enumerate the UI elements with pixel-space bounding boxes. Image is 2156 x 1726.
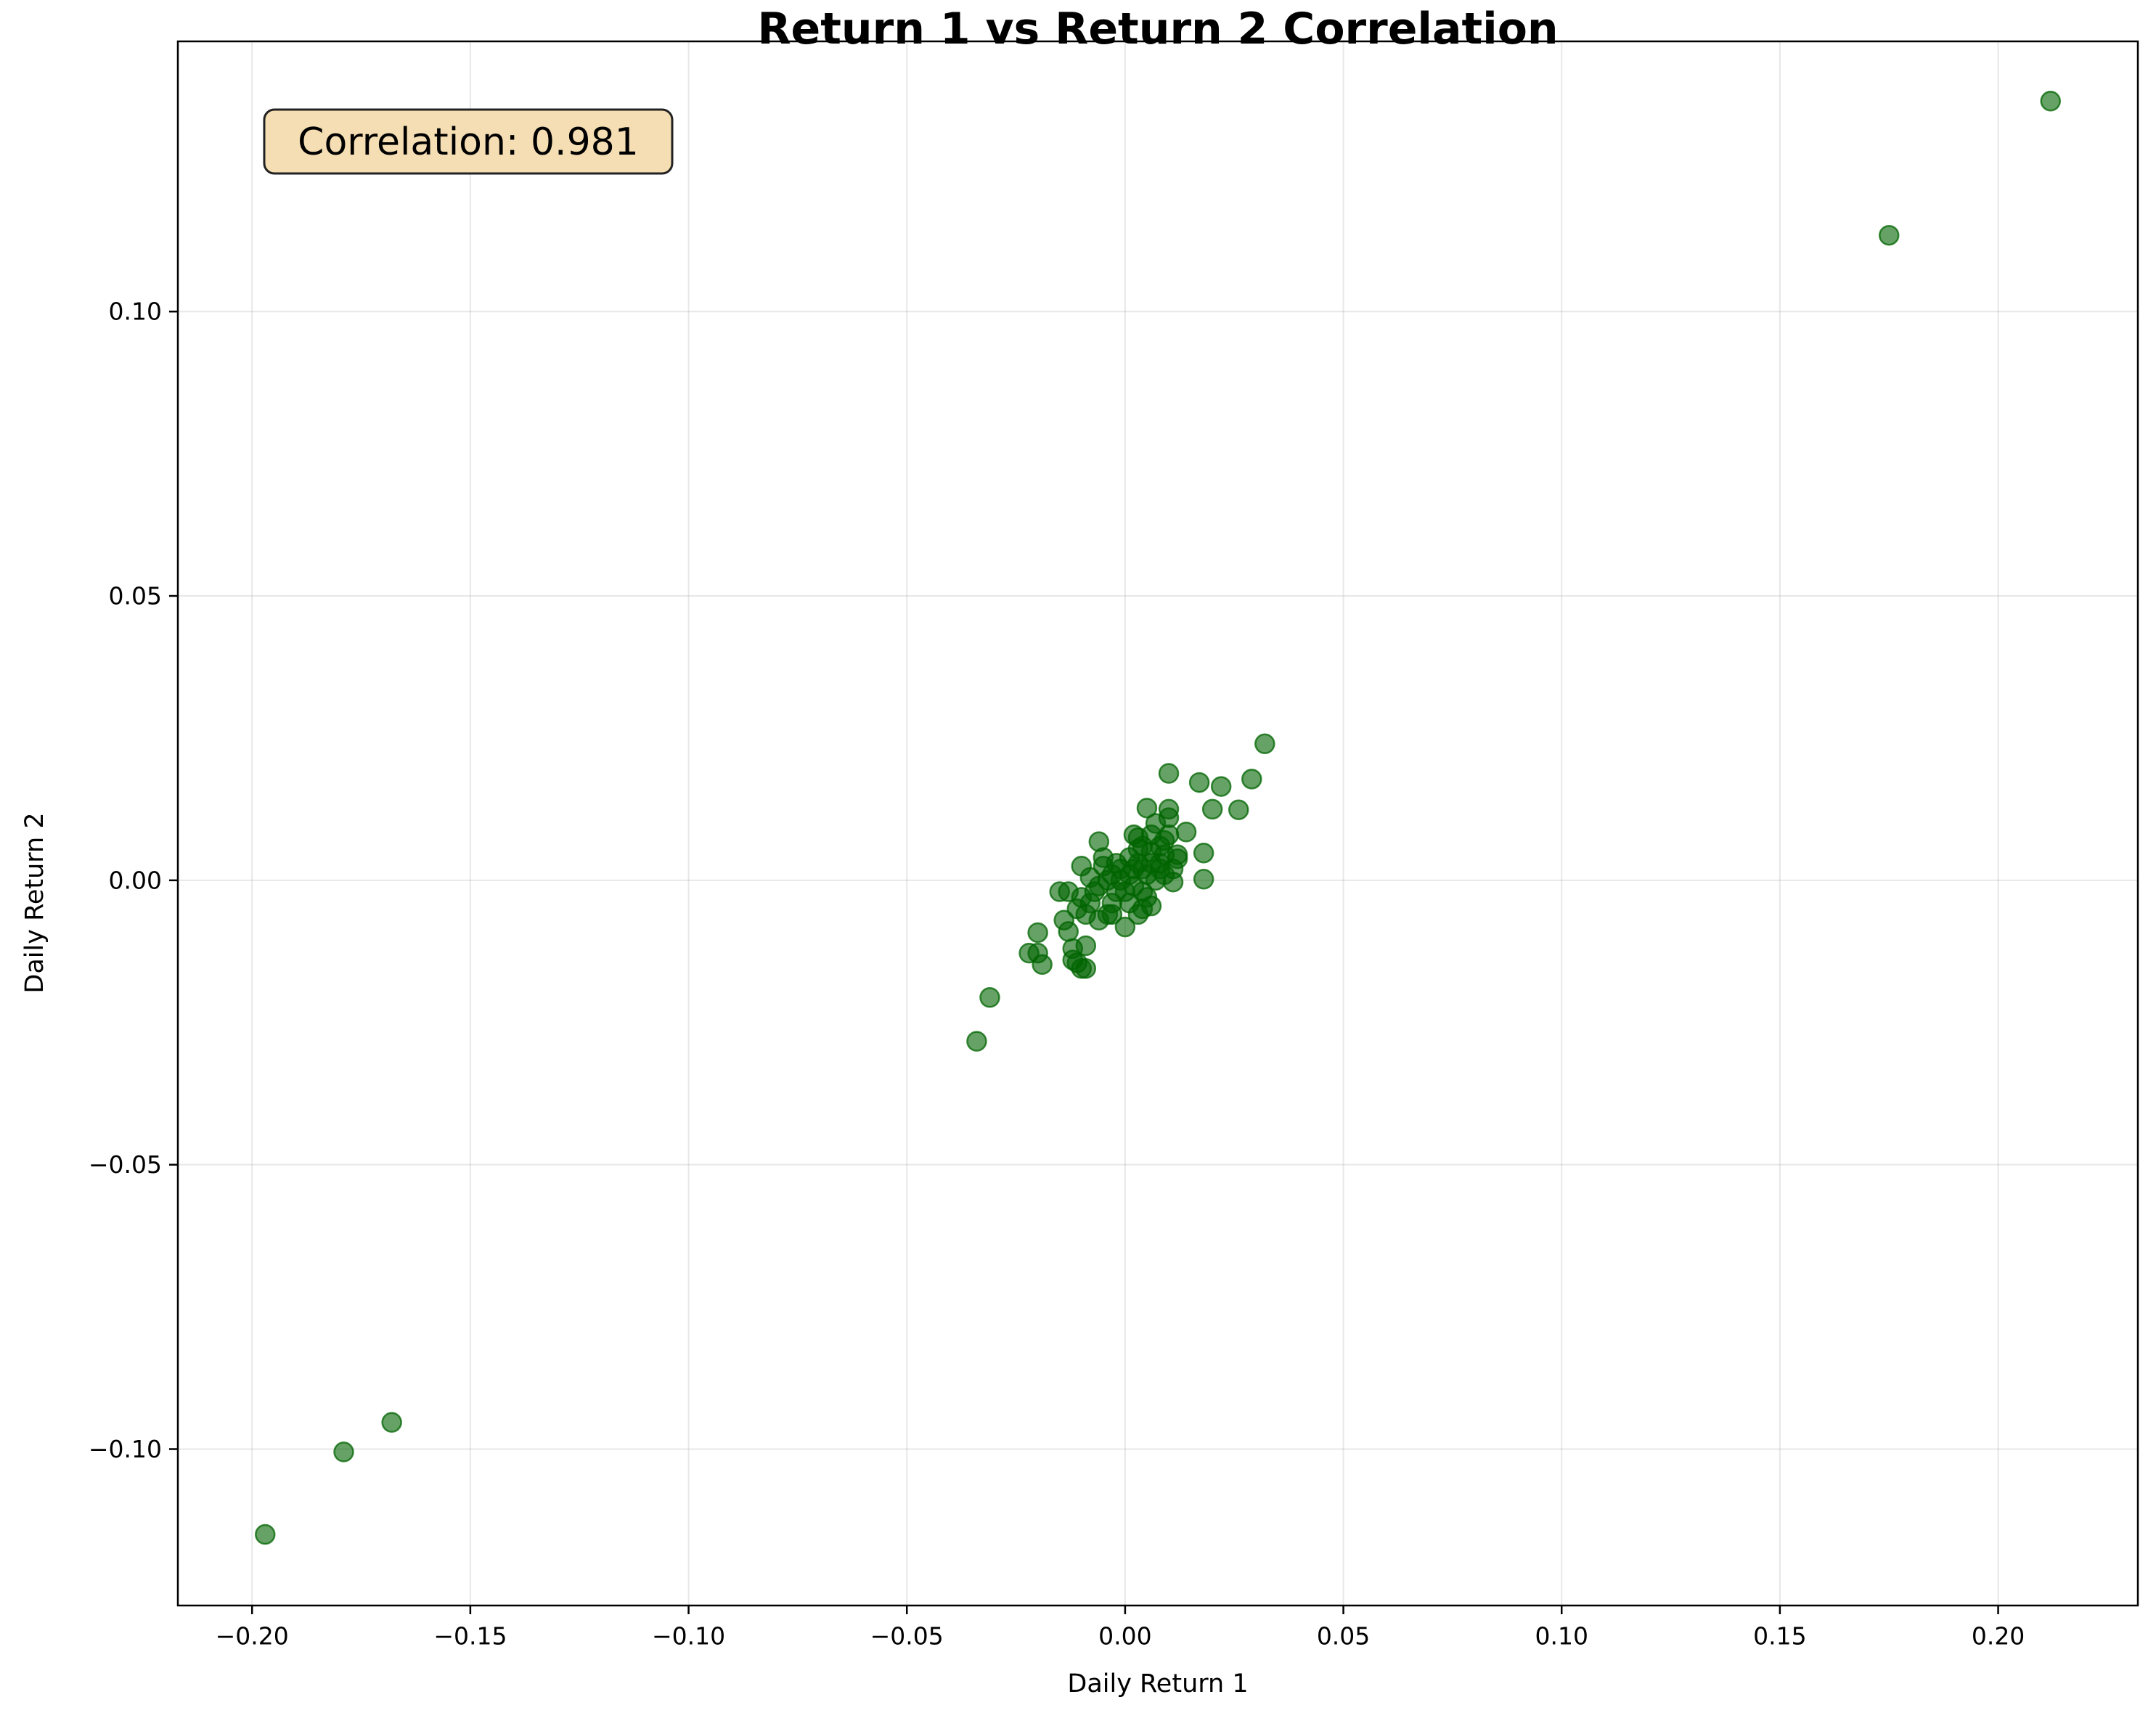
data-point	[1254, 733, 1275, 755]
data-point	[1175, 822, 1197, 843]
y-tick-label: −0.10	[89, 1435, 162, 1463]
x-axis-label: Daily Return 1	[1067, 1669, 1248, 1698]
data-point	[966, 1031, 987, 1052]
grid-lines	[178, 41, 2138, 1606]
data-point	[1228, 799, 1249, 820]
data-point	[1210, 776, 1232, 797]
x-tick-label: −0.15	[433, 1622, 507, 1651]
correlation-annotation: Correlation: 0.981	[263, 108, 674, 175]
x-tick-label: 0.20	[1972, 1622, 2025, 1651]
data-point	[1032, 954, 1053, 976]
x-tick-label: −0.20	[216, 1622, 289, 1651]
data-point	[1093, 847, 1114, 868]
data-point	[1066, 898, 1088, 920]
data-point	[1075, 935, 1097, 957]
data-points	[255, 91, 2061, 1545]
data-point	[333, 1441, 354, 1463]
y-tick-label: 0.00	[109, 866, 162, 894]
x-tick-label: −0.10	[652, 1622, 725, 1651]
data-point	[1162, 858, 1184, 880]
data-point	[1018, 942, 1040, 964]
data-point	[1149, 835, 1171, 857]
x-tick-label: 0.00	[1098, 1622, 1151, 1651]
data-point	[1132, 881, 1153, 902]
annotation-box	[263, 108, 674, 175]
data-point	[1058, 921, 1079, 942]
data-point	[1049, 881, 1070, 902]
data-point	[381, 1412, 402, 1433]
data-point	[255, 1523, 276, 1545]
data-point	[1193, 869, 1214, 890]
data-point	[1188, 772, 1210, 793]
plot-area-frame	[176, 40, 2139, 1607]
data-point	[1127, 827, 1149, 848]
x-axis-ticks: −0.20 −0.15 −0.10 −0.05 0.00 0.05 0.10 0.15 0.20	[216, 1606, 2025, 1651]
y-tick-label: 0.10	[109, 298, 162, 326]
data-point	[1027, 922, 1048, 944]
data-point	[1114, 916, 1136, 938]
x-tick-label: 0.15	[1753, 1622, 1806, 1651]
data-point	[1140, 853, 1162, 874]
data-point	[1136, 798, 1158, 819]
data-point	[1119, 892, 1140, 914]
y-tick-label: 0.05	[109, 582, 162, 610]
data-point	[1193, 842, 1214, 864]
data-point	[1079, 867, 1101, 888]
annotation-text: Correlation: 0.981	[298, 120, 639, 164]
y-tick-label: −0.05	[89, 1150, 162, 1179]
data-point	[1241, 769, 1262, 790]
x-tick-label: −0.05	[870, 1622, 944, 1651]
data-point	[1062, 949, 1083, 970]
data-point	[1158, 763, 1180, 784]
data-point	[1201, 798, 1223, 820]
y-axis-label: Daily Return 2	[20, 812, 49, 993]
x-tick-label: 0.05	[1317, 1622, 1370, 1651]
chart-title: Return 1 vs Return 2 Correlation	[757, 4, 1558, 54]
x-tick-label: 0.10	[1535, 1622, 1588, 1651]
data-point	[979, 987, 1000, 1008]
y-axis-ticks: −0.10 −0.05 0.00 0.05 0.10	[89, 298, 178, 1463]
data-point	[1101, 904, 1123, 925]
data-point	[1878, 224, 1900, 246]
data-point	[2040, 91, 2061, 112]
